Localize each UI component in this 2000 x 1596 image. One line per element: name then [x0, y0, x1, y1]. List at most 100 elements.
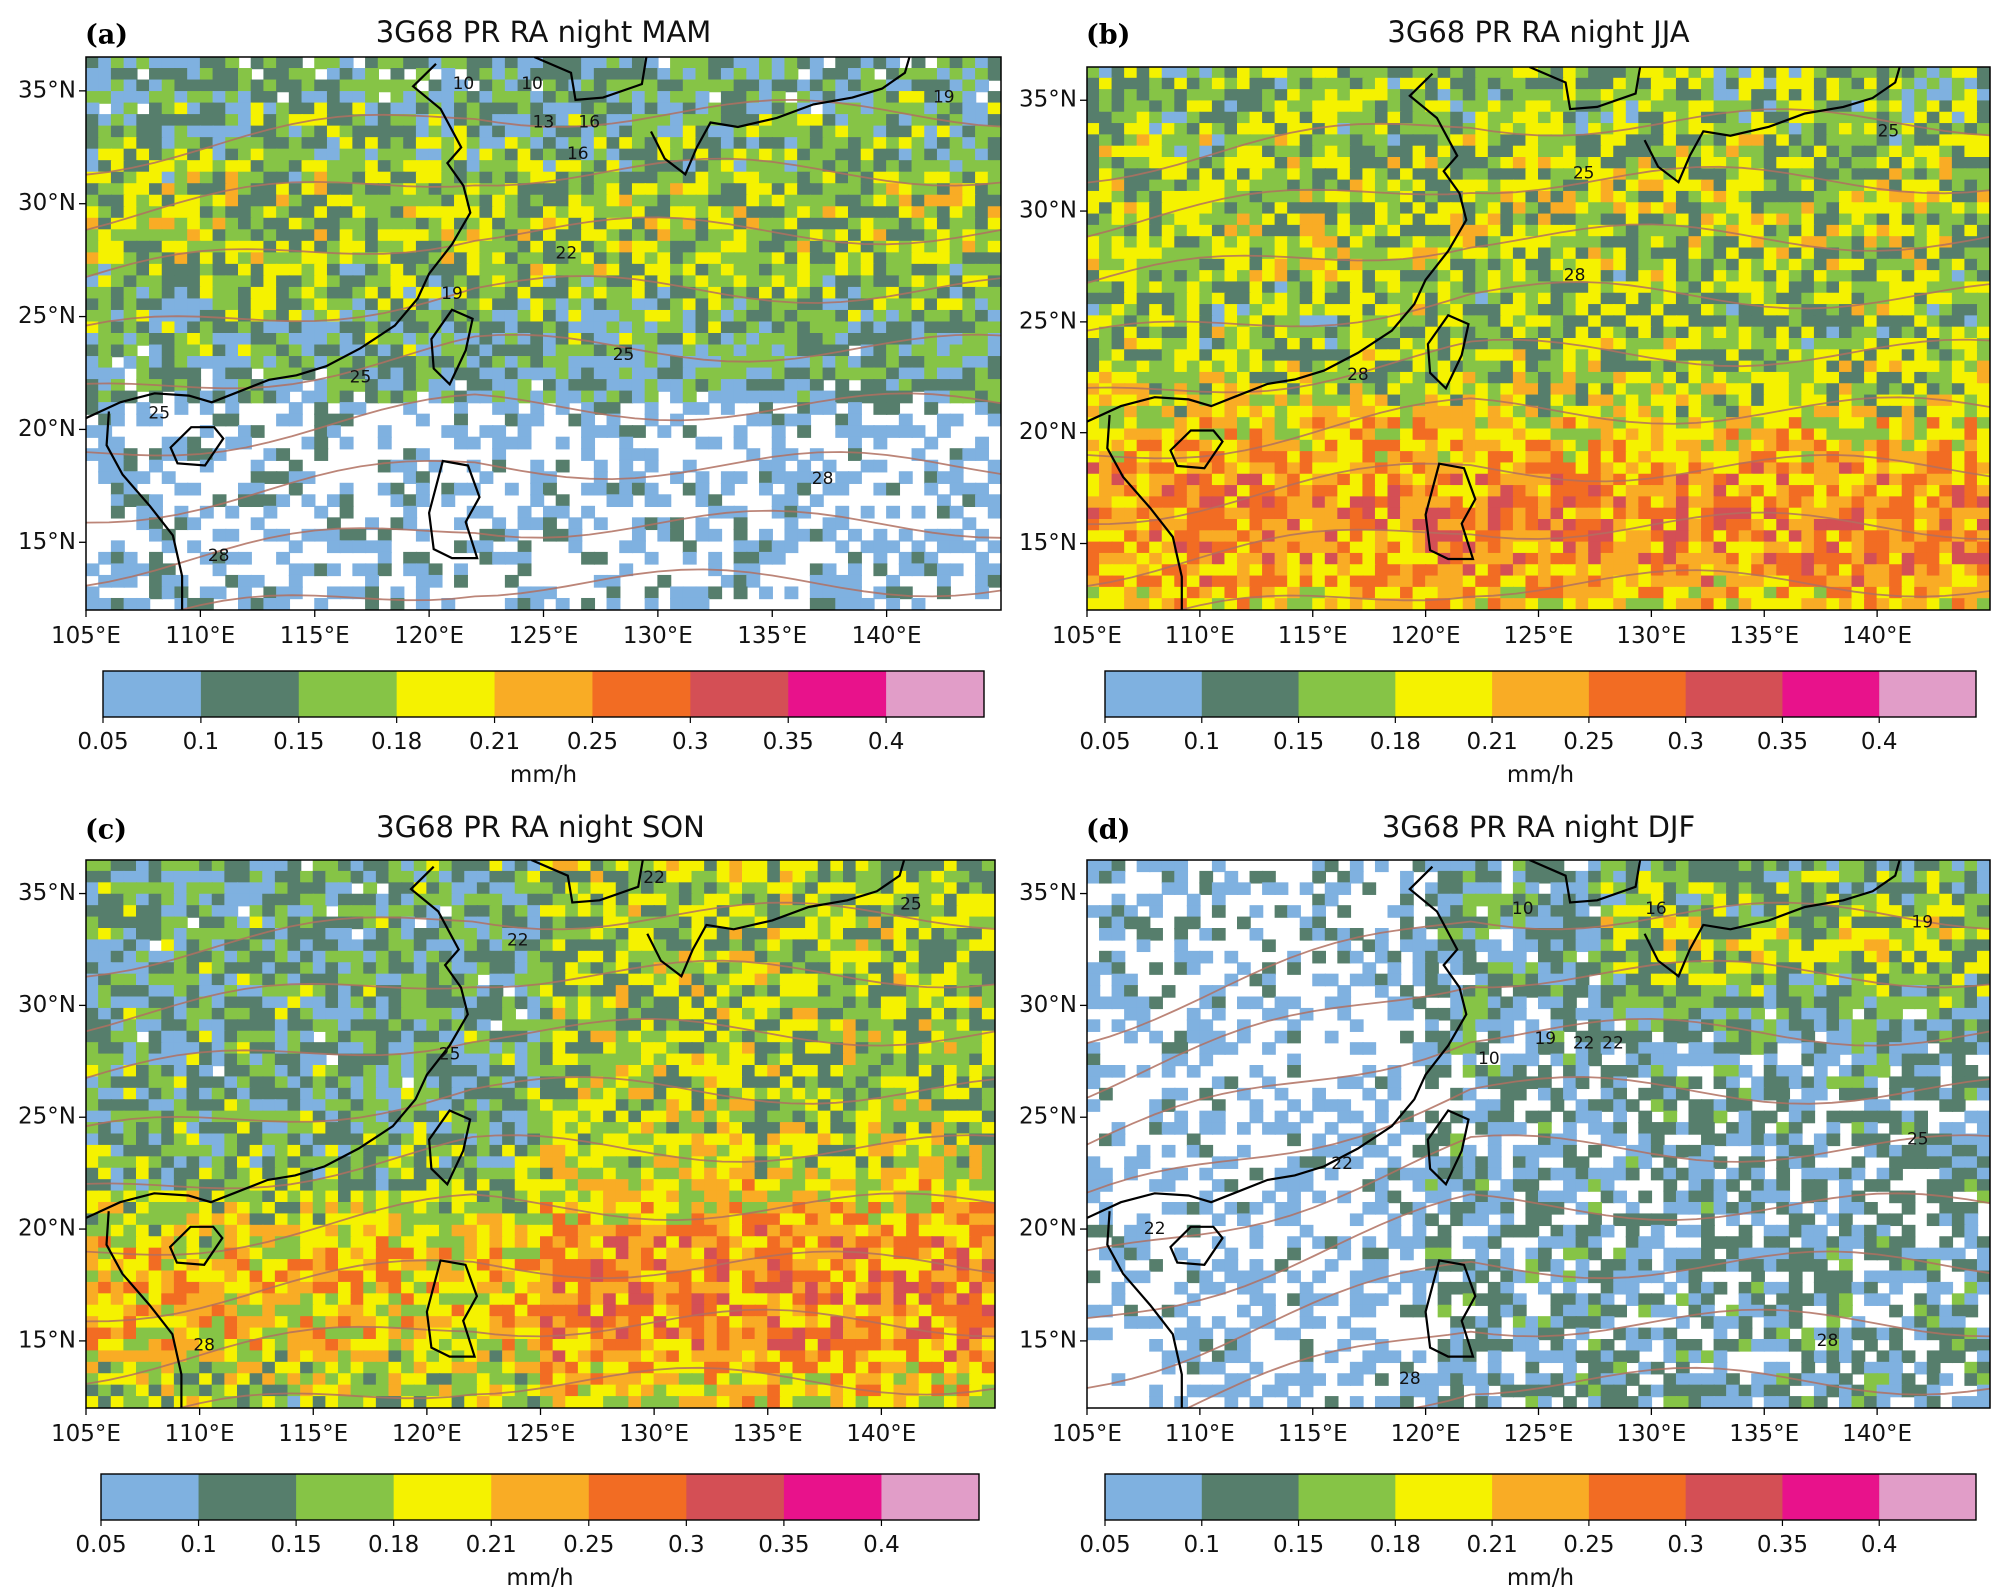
colorbar-swatch [1879, 671, 1977, 717]
colorbar-tick-label: 0.15 [271, 1532, 322, 1558]
x-tick-label: 120°E [1391, 1421, 1461, 1447]
contour-label: 25 [900, 895, 922, 915]
contour-label: 25 [439, 1045, 461, 1065]
x-tick-label: 135°E [733, 1421, 803, 1447]
contour-label: 10 [1478, 1049, 1500, 1069]
coastline [1643, 67, 1901, 184]
contour-label: 16 [578, 112, 600, 132]
y-tick-label: 30°N [18, 190, 76, 216]
coastline [105, 411, 184, 610]
colorbar-tick-label: 0.1 [1183, 1532, 1220, 1558]
x-tick-label: 135°E [737, 623, 807, 649]
x-tick-label: 125°E [506, 1421, 576, 1447]
colorbar-tick-label: 0.25 [1563, 1532, 1614, 1558]
panel-b: 3G68 PR RA night JJA (b) 25 25 28 28 105°E 110°… [1019, 15, 1991, 788]
island-outline [1169, 1225, 1224, 1266]
colorbar-swatch [783, 1474, 882, 1520]
colorbar-swatch [686, 1474, 785, 1520]
coastline [86, 63, 472, 420]
colorbar-tick-label: 0.18 [1370, 729, 1421, 755]
x-tick-label: 110°E [165, 1421, 235, 1447]
colorbar-unit: mm/h [1507, 762, 1574, 788]
colorbar-swatch [1105, 671, 1203, 717]
coastline [1643, 860, 1901, 979]
contour-line [86, 216, 1001, 278]
x-tick-label: 105°E [1052, 1421, 1122, 1447]
contour-label: 28 [1347, 365, 1369, 385]
contour-line [86, 901, 995, 978]
contour-line [1087, 1076, 1990, 1194]
contour-line [86, 157, 1001, 231]
x-tick-label: 105°E [51, 1421, 121, 1447]
contour-label: 16 [1645, 899, 1667, 919]
colorbar-tick-label: 0.15 [1273, 1532, 1324, 1558]
panel-a: 3G68 PR RA night MAM (a) 10 10 13 16 16 19 19 22 2… [18, 15, 1002, 788]
colorbar-swatch [1782, 1474, 1880, 1520]
colorbar-swatch [690, 671, 789, 717]
x-tick-label: 110°E [165, 623, 235, 649]
colorbar-swatch [103, 671, 202, 717]
y-tick-label: 35°N [1019, 87, 1077, 113]
colorbar-swatch [1492, 671, 1590, 717]
contour-label: 22 [1331, 1154, 1353, 1174]
island-outline [1426, 1109, 1470, 1187]
x-tick-label: 105°E [1052, 623, 1122, 649]
colorbar-tick-label: 0.21 [469, 729, 520, 755]
colorbar-tick-label: 0.21 [466, 1532, 517, 1558]
precip-field: 10 10 13 16 16 19 19 22 25 25 25 28 28 [86, 57, 1001, 610]
colorbar-swatch [494, 671, 593, 717]
contour-line [86, 959, 995, 1033]
y-tick-label: 15°N [18, 529, 76, 555]
y-tick-label: 15°N [1019, 530, 1077, 556]
colorbar-tick-label: 0.18 [371, 729, 422, 755]
y-tick-label: 20°N [1019, 419, 1077, 445]
colorbar-tick-label: 0.21 [1467, 1532, 1518, 1558]
contour-line [1087, 901, 1990, 1045]
contour-label: 25 [1907, 1130, 1929, 1150]
colorbar-tick-label: 0.1 [180, 1532, 217, 1558]
colorbar-swatch [296, 1474, 395, 1520]
x-tick-label: 125°E [509, 623, 579, 649]
colorbar-swatch [198, 1474, 297, 1520]
panel-letter: (d) [1086, 815, 1130, 846]
colorbar-tick-label: 0.4 [1861, 729, 1898, 755]
x-tick-label: 140°E [1842, 623, 1912, 649]
colorbar-tick-label: 0.1 [183, 729, 220, 755]
contour-label: 28 [1817, 1331, 1839, 1351]
x-tick-label: 115°E [1278, 623, 1348, 649]
island-outline [430, 308, 474, 387]
contour-label: 28 [1399, 1369, 1421, 1389]
coastline [1087, 865, 1468, 1219]
colorbar-frame [1104, 670, 1977, 718]
x-tick-label: 140°E [1842, 1421, 1912, 1447]
colorbar-swatch [1298, 671, 1396, 717]
colorbar-tick-label: 0.3 [668, 1532, 705, 1558]
contour-line [86, 1076, 995, 1128]
y-tick-label: 25°N [1019, 308, 1077, 334]
x-tick-label: 140°E [852, 623, 922, 649]
contour-label: 19 [1534, 1029, 1556, 1049]
x-tick-label: 135°E [1729, 1421, 1799, 1447]
contour-line [86, 1192, 995, 1256]
colorbar-tick-label: 0.4 [863, 1532, 900, 1558]
y-tick-label: 25°N [1019, 1104, 1077, 1130]
colorbar-frame [1104, 1473, 1977, 1521]
coastline [105, 1211, 183, 1408]
contour-label: 16 [567, 144, 589, 164]
colorbar-frame [100, 1473, 980, 1521]
y-tick-label: 20°N [18, 1216, 76, 1242]
contour-line [86, 1134, 995, 1190]
contour-line [1087, 396, 1990, 460]
contour-label: 19 [441, 284, 463, 304]
colorbar-tick-label: 0.05 [75, 1532, 126, 1558]
colorbar-swatch [588, 1474, 687, 1520]
colorbar-tick-label: 0.15 [273, 729, 324, 755]
colorbar-swatch [1201, 1474, 1300, 1520]
contour-line [1409, 1366, 1990, 1408]
contour-label: 22 [556, 243, 578, 263]
colorbar-swatch [298, 671, 398, 717]
contour-line [1087, 223, 1990, 284]
contour-line [1087, 453, 1990, 526]
colorbar-tick-label: 0.35 [763, 729, 814, 755]
contour-label: 19 [933, 88, 955, 108]
